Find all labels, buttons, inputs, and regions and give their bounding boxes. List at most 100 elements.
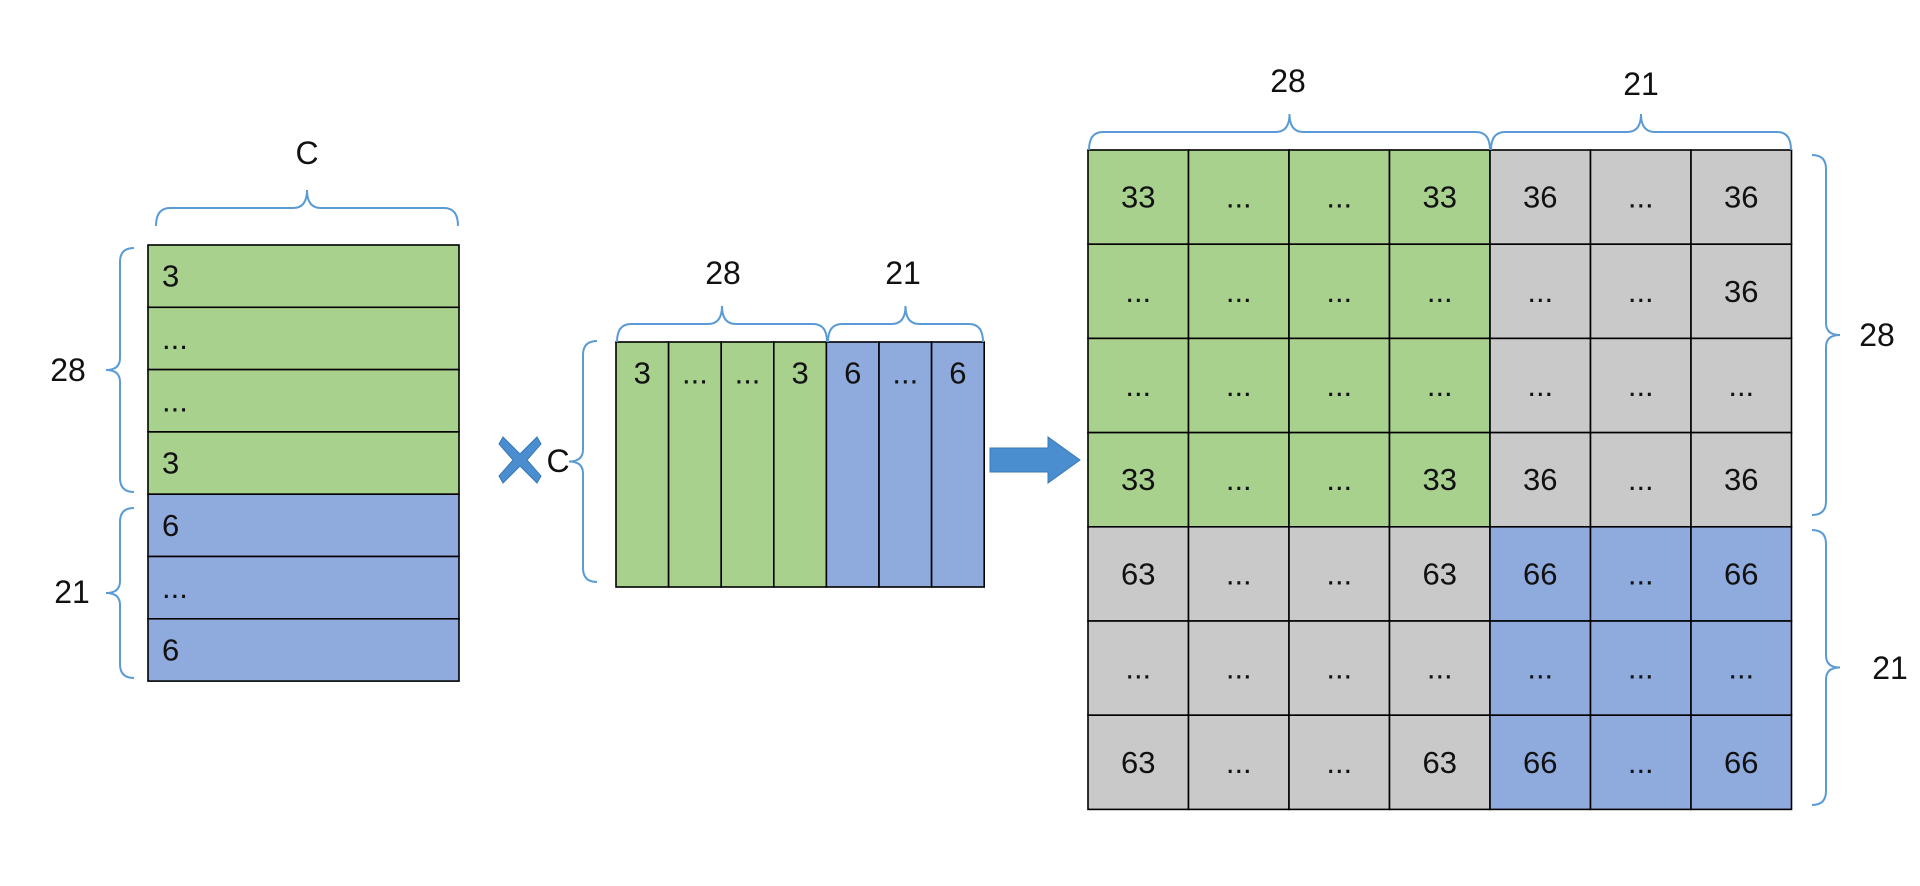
result-matrix-cell [1489,620,1592,716]
left-group-brace-21 [105,507,135,679]
left-group-brace-28 [105,247,135,493]
left-vector-cell [147,306,460,371]
result-matrix-cell-text: ... [1628,745,1654,780]
result-matrix-cell-text: ... [1326,368,1352,403]
left-group-label-21: 21 [54,574,90,610]
result-matrix-cell-text: ... [1226,274,1252,309]
result-matrix-cell [1187,714,1290,811]
result-matrix-cell [1589,337,1692,434]
result-matrix-cell [1589,620,1692,716]
result-col-brace-21 [1490,113,1792,151]
result-matrix-cell-text: ... [1125,368,1151,403]
result-matrix-cell-text: 66 [1523,745,1557,780]
result-matrix-cell [1388,714,1491,811]
result-matrix-cell [1187,337,1290,434]
left-vector-cell [147,617,460,682]
result-matrix-cell-text: ... [1326,462,1352,497]
result-matrix-cell-text: ... [1628,180,1654,215]
result-matrix-cell [1288,620,1391,716]
result-matrix-cell [1388,525,1491,622]
left-column-vector: 3...... 3 6... 6 C 28 21 [50,135,460,682]
result-matrix-cell-text: 33 [1121,180,1155,215]
result-matrix-cell-text: ... [1527,651,1553,686]
result-matrix-cell-text: 33 [1423,180,1457,215]
left-vector-cell [147,368,460,433]
result-row-brace-28 [1811,154,1841,516]
result-col-brace-28 [1088,113,1491,151]
middle-vector-cell-text: ... [682,356,708,391]
left-vector-cell-text: ... [162,383,188,418]
result-row-label-28: 28 [1859,317,1895,353]
left-vector-cell [147,244,460,309]
result-col-label-28: 28 [1270,63,1306,99]
middle-group-label-28: 28 [705,255,741,291]
middle-vector-cell-text: 6 [844,356,861,391]
middle-group-brace-28 [616,305,828,343]
result-matrix-cell-text: ... [1226,368,1252,403]
result-matrix-cell-text: ... [1427,368,1453,403]
middle-vector-cell [930,341,985,588]
left-vector-cell-text: 3 [162,446,179,481]
result-matrix-cell [1087,431,1190,528]
middle-row-vector: 3...... 3 6... 6 28 21 [568,255,985,588]
result-matrix-cell [1489,243,1592,340]
multiply-operator: C [498,436,570,484]
middle-vector-cell [825,341,880,588]
result-row-brace-21 [1811,529,1841,806]
middle-vector-cell [720,341,775,588]
result-matrix-cell [1388,337,1491,434]
result-matrix-cell-text: ... [1628,368,1654,403]
result-matrix-cell-text: 63 [1121,556,1155,591]
middle-vector-cell-text: ... [735,356,761,391]
result-matrix-cell [1589,714,1692,811]
result-matrix-cell [1690,149,1793,245]
result-matrix-cell [1690,337,1793,434]
middle-group-label-21: 21 [885,255,921,291]
result-matrix-cell-text: 36 [1523,180,1557,215]
result-matrix-cell [1187,525,1290,622]
result-matrix-cell [1388,243,1491,340]
result-matrix-cell-text: 36 [1724,462,1758,497]
result-matrix-cell-text: 63 [1423,556,1457,591]
result-matrix-cell [1690,620,1793,716]
middle-vector-cell-text: 3 [634,356,651,391]
middle-height-brace [568,340,598,583]
left-group-label-28: 28 [50,352,86,388]
left-vector-cell-text: 6 [162,632,179,667]
result-matrix-cell-text: ... [1226,180,1252,215]
middle-vector-cell-text: 6 [949,356,966,391]
left-vector-cell-text: 6 [162,508,179,543]
middle-vector-cell [667,341,722,588]
result-matrix-cell-text: 36 [1724,274,1758,309]
result-arrow [989,436,1081,484]
result-matrix-cell-text: ... [1427,651,1453,686]
result-matrix-cell [1087,620,1190,716]
result-matrix-cell-text: 66 [1523,556,1557,591]
result-matrix-cell [1690,714,1793,811]
result-matrix-cell [1388,620,1491,716]
result-matrix-cell [1087,149,1190,245]
left-width-label: C [295,135,318,171]
result-row-label-21: 21 [1872,650,1908,686]
result-col-label-21: 21 [1623,66,1659,102]
result-matrix-cell-text: 66 [1724,745,1758,780]
result-matrix-cell-text: ... [1628,462,1654,497]
result-matrix-cell-text: ... [1226,745,1252,780]
result-matrix-cell-text: ... [1226,462,1252,497]
result-matrix-cell-text: ... [1628,274,1654,309]
result-matrix-cell-text: ... [1125,274,1151,309]
middle-vector-cell-text: ... [892,356,918,391]
result-matrix-cell-text: 63 [1423,745,1457,780]
result-matrix-cell-text: 36 [1724,180,1758,215]
result-matrix-cell-text: ... [1527,274,1553,309]
left-vector-cell-text: 3 [162,259,179,294]
result-matrix-cell-text: ... [1728,368,1754,403]
left-vector-cell [147,431,460,495]
result-matrix-cell [1288,431,1391,528]
result-matrix-cell-text: ... [1427,274,1453,309]
result-matrix-cell-text: 66 [1724,556,1758,591]
left-vector-cell-text: ... [162,570,188,605]
result-matrix-cell-text: ... [1326,180,1352,215]
